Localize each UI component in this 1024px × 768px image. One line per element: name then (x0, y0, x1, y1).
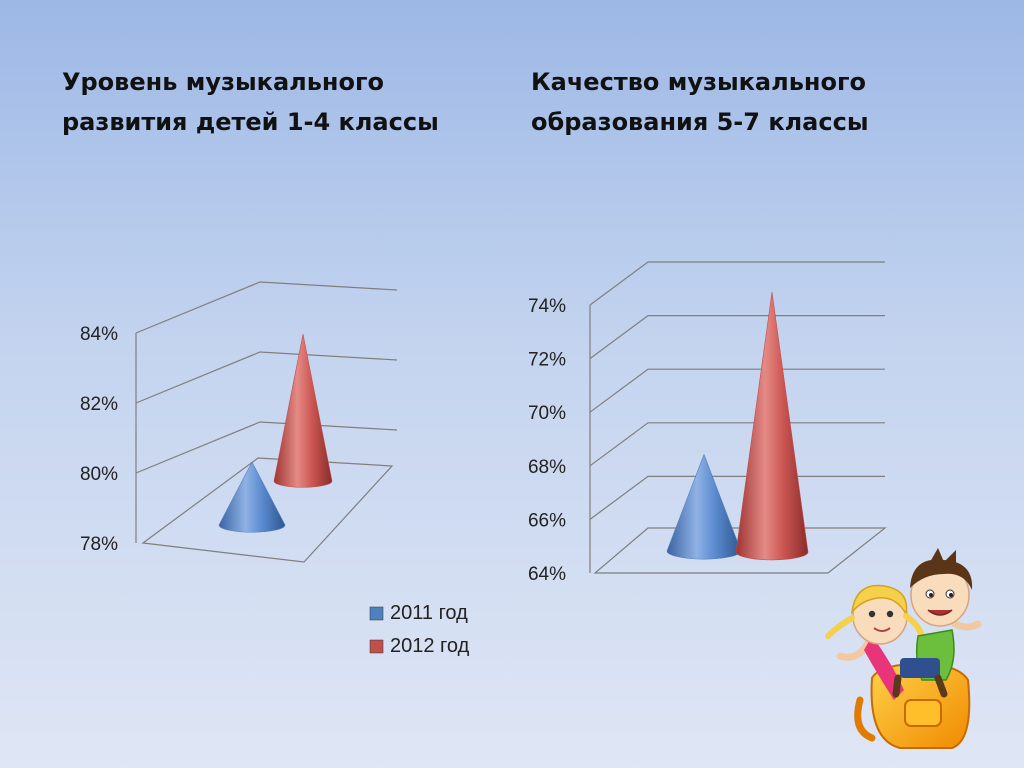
chart-title-right: Качество музыкального образования 5-7 кл… (531, 62, 869, 142)
cone-bar-0 (666, 453, 742, 560)
y-tick-label: 70% (528, 403, 566, 424)
y-tick-label: 64% (528, 564, 566, 585)
title-right-line-2: образования 5-7 классы (531, 108, 869, 136)
y-tick-label: 78% (80, 534, 118, 555)
chart-title-left: Уровень музыкального развития детей 1-4 … (62, 62, 439, 142)
title-right-line-1: Качество музыкального (531, 68, 866, 96)
legend-swatch (369, 639, 384, 654)
gridline (135, 351, 398, 404)
title-left-line-1: Уровень музыкального (62, 68, 384, 96)
gridline (589, 315, 885, 360)
gridline (589, 261, 885, 306)
kids-on-backpack-illustration (825, 548, 982, 749)
y-tick-label: 74% (528, 296, 566, 317)
chart-floor (593, 527, 887, 574)
y-tick-label: 84% (80, 324, 118, 345)
y-tick-label: 66% (528, 510, 566, 531)
chart-right: 64% 66% 68% 70% 72% 74% (528, 261, 887, 585)
gridline (589, 475, 885, 520)
y-tick-label: 80% (80, 464, 118, 485)
cone-bar-1 (735, 291, 809, 561)
cone-bar-1 (273, 333, 333, 488)
chart-floor (141, 457, 394, 563)
gridline (589, 422, 885, 467)
legend-label: 2011 год (390, 602, 468, 624)
chart-left: 78% 80% 82% 84% (80, 281, 398, 563)
title-left-line-2: развития детей 1-4 классы (62, 108, 439, 136)
gridline (589, 368, 885, 413)
cone-bar-0 (218, 461, 286, 533)
legend: 2011 год 2012 год (369, 602, 470, 657)
legend-swatch (369, 606, 384, 621)
y-tick-label: 82% (80, 394, 118, 415)
y-tick-label: 72% (528, 350, 566, 371)
legend-label: 2012 год (390, 635, 470, 657)
y-tick-label: 68% (528, 457, 566, 478)
gridline (135, 421, 398, 474)
gridline (135, 281, 398, 334)
